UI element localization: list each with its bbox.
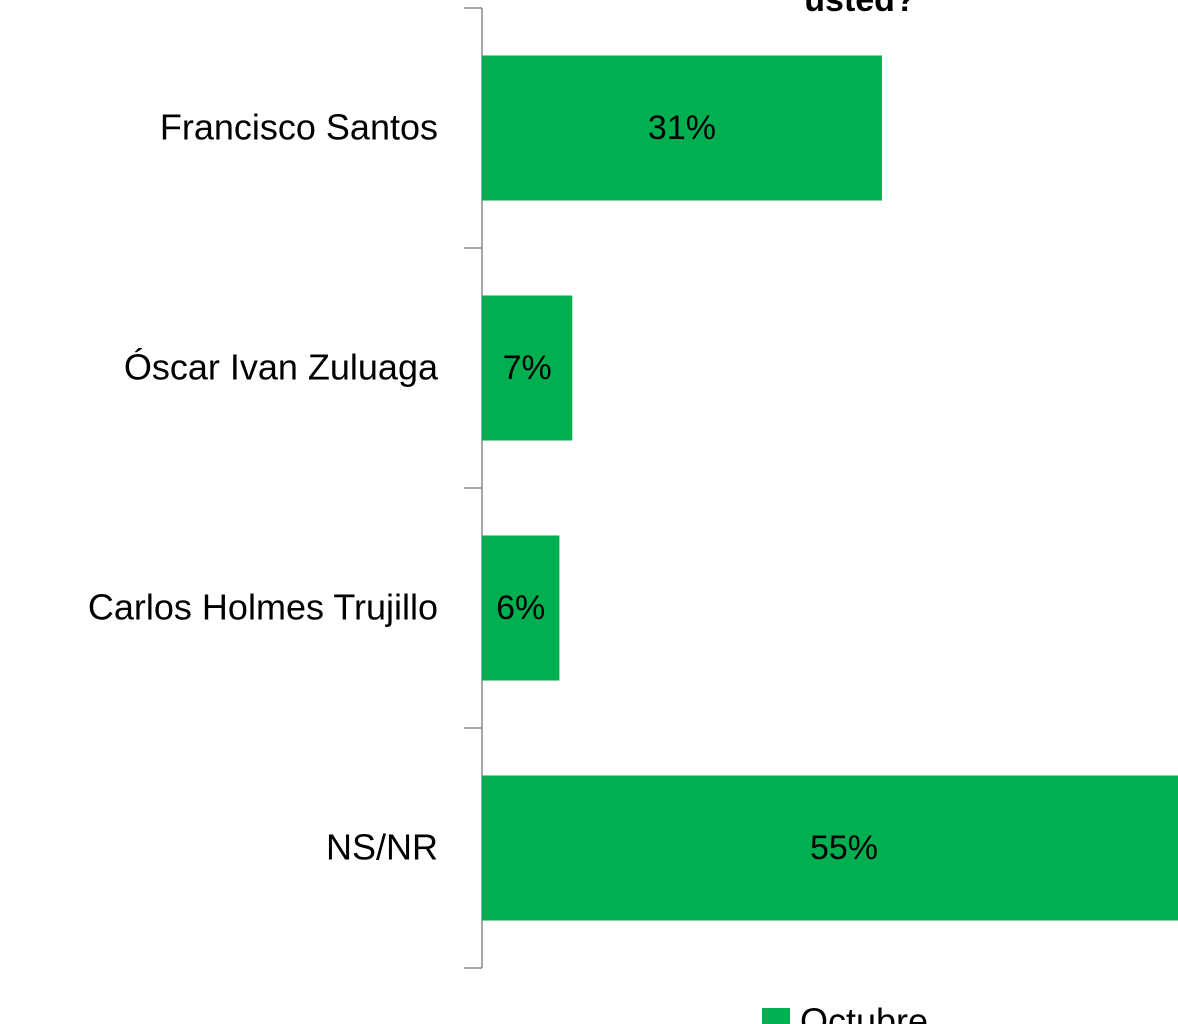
category-label: NS/NR bbox=[326, 827, 438, 868]
bar bbox=[482, 55, 882, 201]
bar bbox=[482, 295, 573, 441]
legend-swatch bbox=[762, 1008, 790, 1024]
category-label: Óscar Ivan Zuluaga bbox=[124, 347, 439, 388]
data-label: 7% bbox=[503, 349, 552, 387]
data-label: 55% bbox=[810, 829, 878, 867]
category-label: Carlos Holmes Trujillo bbox=[88, 587, 438, 628]
chart-title: usted? bbox=[804, 0, 915, 19]
category-label: Francisco Santos bbox=[160, 107, 438, 148]
data-label: 31% bbox=[648, 109, 716, 147]
legend-label: Octubre bbox=[800, 1001, 928, 1024]
data-label: 6% bbox=[496, 589, 545, 627]
bar bbox=[482, 775, 1178, 921]
bar bbox=[482, 535, 560, 681]
